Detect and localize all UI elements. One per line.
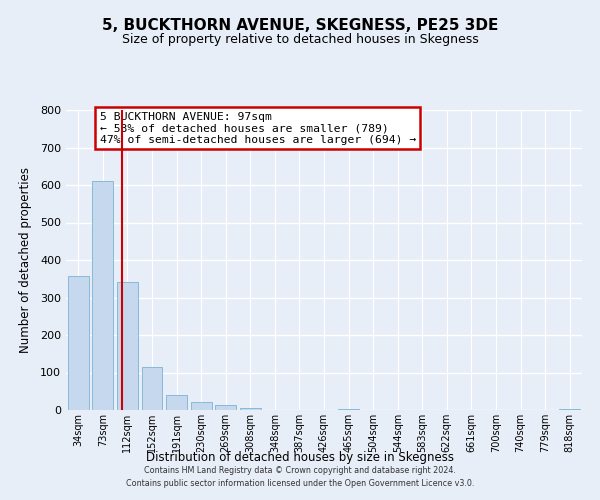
Bar bbox=[338, 409, 359, 410]
Bar bbox=[191, 402, 212, 410]
Bar bbox=[166, 395, 187, 410]
Text: Distribution of detached houses by size in Skegness: Distribution of detached houses by size … bbox=[146, 451, 454, 464]
Bar bbox=[117, 282, 138, 410]
Text: 5 BUCKTHORN AVENUE: 97sqm
← 53% of detached houses are smaller (789)
47% of semi: 5 BUCKTHORN AVENUE: 97sqm ← 53% of detac… bbox=[100, 112, 416, 144]
Y-axis label: Number of detached properties: Number of detached properties bbox=[19, 167, 32, 353]
Text: Contains HM Land Registry data © Crown copyright and database right 2024.
Contai: Contains HM Land Registry data © Crown c… bbox=[126, 466, 474, 487]
Bar bbox=[142, 367, 163, 410]
Bar bbox=[92, 181, 113, 410]
Text: 5, BUCKTHORN AVENUE, SKEGNESS, PE25 3DE: 5, BUCKTHORN AVENUE, SKEGNESS, PE25 3DE bbox=[102, 18, 498, 32]
Bar bbox=[215, 405, 236, 410]
Bar bbox=[240, 408, 261, 410]
Text: Size of property relative to detached houses in Skegness: Size of property relative to detached ho… bbox=[122, 32, 478, 46]
Bar bbox=[559, 408, 580, 410]
Bar bbox=[68, 276, 89, 410]
